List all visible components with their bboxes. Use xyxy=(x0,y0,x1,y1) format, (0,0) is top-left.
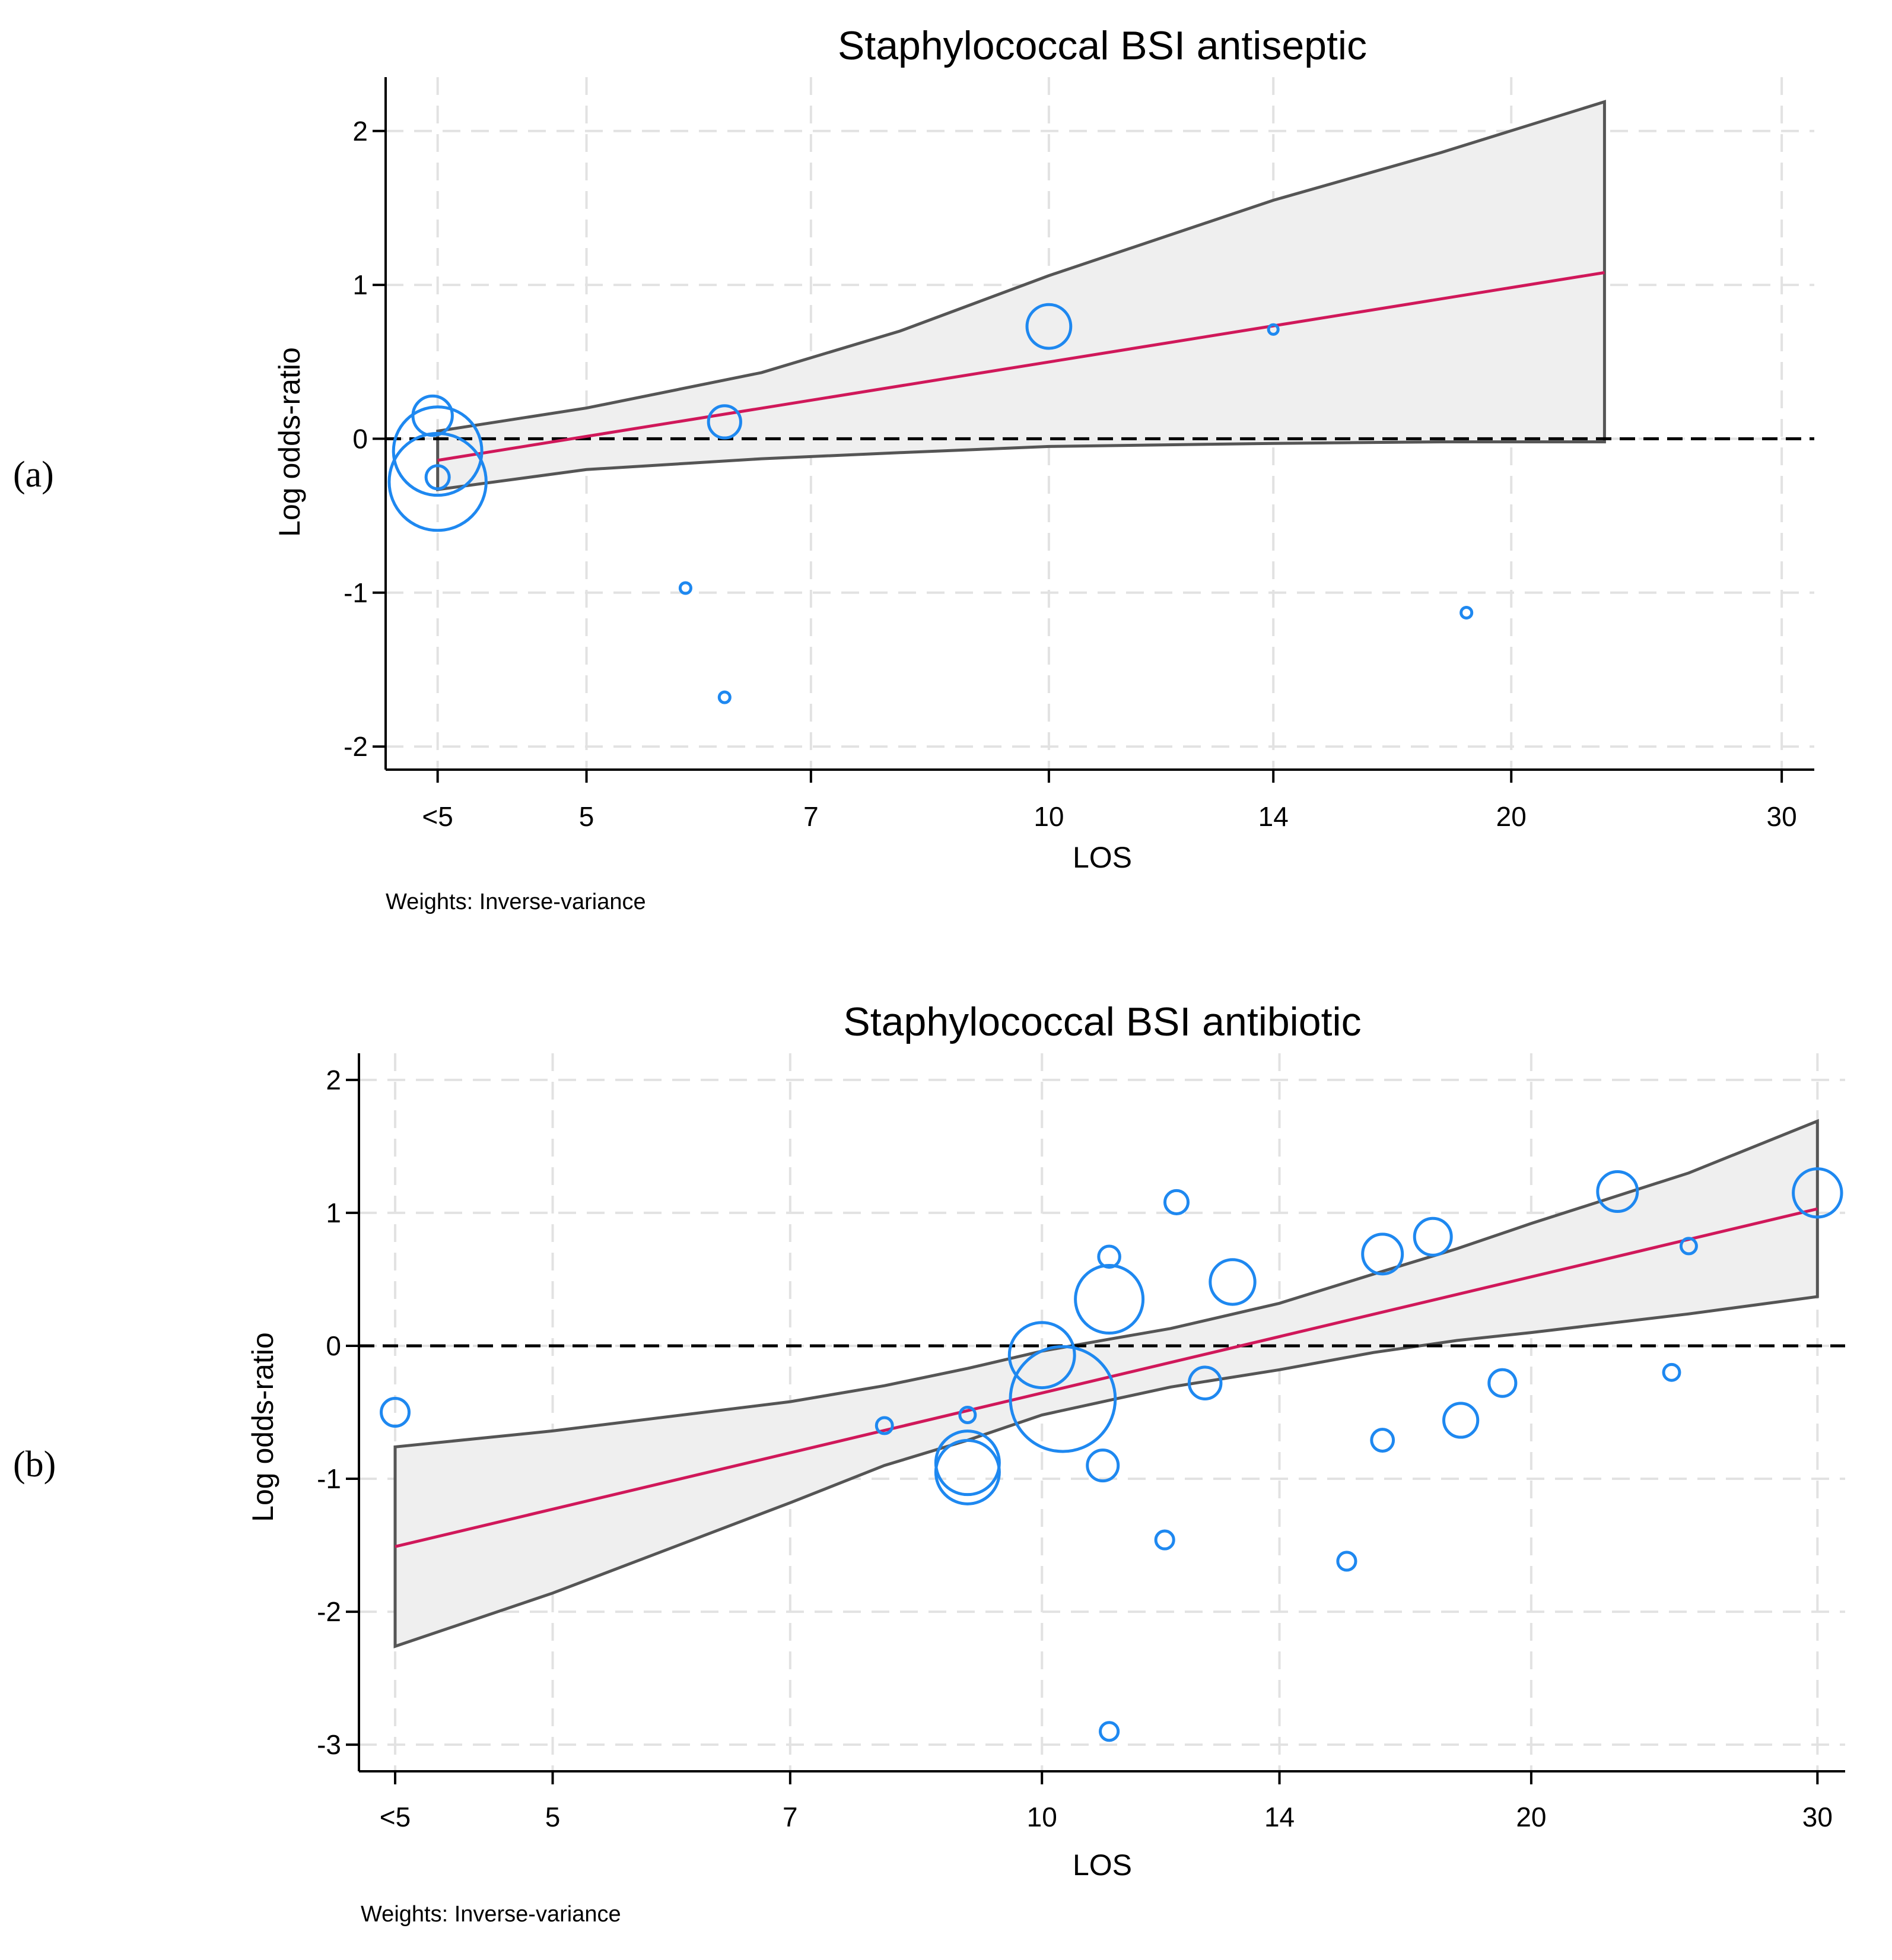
data-point xyxy=(1074,1264,1145,1335)
x-tick-label: 14 xyxy=(1264,1802,1295,1832)
data-point xyxy=(424,464,451,491)
regression-line xyxy=(395,1207,1818,1548)
data-point xyxy=(1154,1529,1175,1551)
x-tick-label: <5 xyxy=(422,801,453,832)
x-tick-label: 5 xyxy=(579,801,594,832)
data-point xyxy=(1336,1551,1357,1572)
x-tick-label: 20 xyxy=(1496,801,1527,832)
weights-note-a: Weights: Inverse-variance xyxy=(386,890,646,914)
y-tick-label: 2 xyxy=(352,116,368,147)
y-tick-label: 0 xyxy=(326,1330,341,1361)
data-point xyxy=(1099,1721,1120,1742)
y-axis-label-b: Log odds-ratio xyxy=(246,1332,279,1522)
data-point xyxy=(1413,1216,1453,1257)
x-axis-label-b: LOS xyxy=(1073,1848,1132,1882)
data-point xyxy=(1459,605,1474,620)
data-point xyxy=(958,1405,977,1424)
data-point xyxy=(707,404,742,440)
data-point xyxy=(392,405,484,497)
chart-title-a: Staphylococcal BSI antiseptic xyxy=(838,23,1367,68)
y-tick-label: 2 xyxy=(326,1065,341,1095)
data-point xyxy=(1361,1232,1404,1276)
data-point xyxy=(678,581,692,595)
data-point xyxy=(934,1438,1001,1505)
chart-title-b: Staphylococcal BSI antibiotic xyxy=(843,999,1361,1044)
plot-area-a: 210-1-2<5 5 7 10 14 20 30 xyxy=(344,77,1814,832)
data-point xyxy=(1209,1258,1257,1306)
y-tick-label: -2 xyxy=(344,731,368,762)
y-tick-label: 1 xyxy=(326,1197,341,1228)
data-point xyxy=(1009,1345,1117,1453)
confidence-band xyxy=(436,100,1606,491)
x-tick-label: 30 xyxy=(1767,801,1797,832)
x-tick-label: 30 xyxy=(1802,1802,1833,1832)
data-point xyxy=(875,1416,894,1435)
data-point xyxy=(1267,323,1280,336)
x-tick-label: 5 xyxy=(545,1802,561,1832)
x-tick-label: 20 xyxy=(1516,1802,1546,1832)
y-tick-label: 1 xyxy=(352,269,368,300)
x-tick-label: 10 xyxy=(1034,801,1064,832)
x-tick-label: 7 xyxy=(783,1802,798,1832)
panel-b: (b) Staphylococcal BSI antibiotic Log od… xyxy=(13,999,1845,1927)
data-point xyxy=(1487,1368,1518,1398)
x-axis-label-a: LOS xyxy=(1073,841,1132,874)
data-point xyxy=(1097,1244,1121,1269)
data-point xyxy=(1086,1448,1120,1483)
regression-line xyxy=(437,271,1605,462)
data-point xyxy=(717,690,732,704)
data-point xyxy=(1163,1189,1190,1215)
y-tick-label: -1 xyxy=(317,1463,341,1494)
weights-note-b: Weights: Inverse-variance xyxy=(361,1902,621,1927)
data-point xyxy=(1442,1402,1480,1439)
y-tick-label: -3 xyxy=(317,1729,341,1760)
data-point xyxy=(1187,1365,1223,1400)
data-point xyxy=(1662,1362,1681,1382)
x-tick-label: <5 xyxy=(380,1802,411,1832)
data-point xyxy=(1679,1237,1698,1256)
y-axis-label-a: Log odds-ratio xyxy=(273,347,306,537)
y-tick-label: 0 xyxy=(352,423,368,454)
x-tick-label: 7 xyxy=(803,801,819,832)
panel-label-a: (a) xyxy=(13,455,54,495)
data-point xyxy=(1025,303,1073,350)
data-point xyxy=(1596,1170,1639,1214)
data-point xyxy=(411,394,454,437)
panel-label-b: (b) xyxy=(13,1444,56,1485)
data-point xyxy=(1007,1321,1076,1390)
x-tick-label: 10 xyxy=(1027,1802,1057,1832)
data-point xyxy=(387,431,488,532)
y-tick-label: -2 xyxy=(317,1596,341,1627)
data-point xyxy=(380,1397,411,1428)
data-point xyxy=(1792,1167,1843,1219)
confidence-band xyxy=(393,1119,1819,1648)
panel-a: (a) Staphylococcal BSI antiseptic Log od… xyxy=(13,23,1814,914)
data-point xyxy=(1370,1428,1395,1453)
y-tick-label: -1 xyxy=(344,577,368,608)
plot-area-b: 210-1-2-3<5 5 7 10 14 20 30 xyxy=(317,1053,1845,1832)
x-tick-label: 14 xyxy=(1258,801,1289,832)
